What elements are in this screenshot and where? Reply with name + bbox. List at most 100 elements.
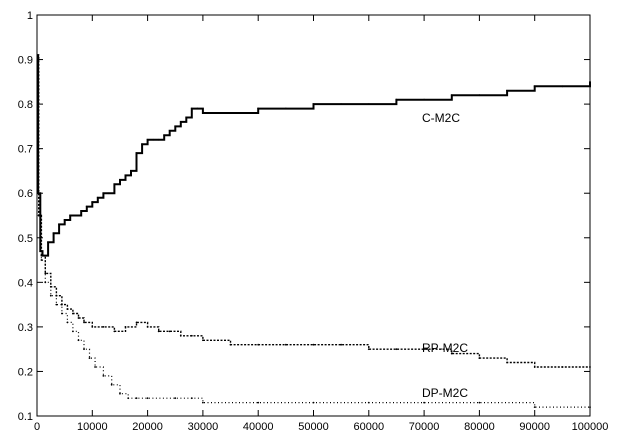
x-tick-label: 50000 <box>298 421 329 432</box>
data-point-c-m2c <box>312 103 315 106</box>
data-point-dp-m2c <box>589 406 591 408</box>
data-point-rp-m2c <box>102 325 105 328</box>
data-point-dp-m2c <box>174 397 177 400</box>
data-point-dp-m2c <box>88 357 91 359</box>
x-tick-label: 20000 <box>132 421 163 432</box>
data-point-dp-m2c <box>83 348 85 351</box>
series-label-c-m2c: C-M2C <box>422 111 460 125</box>
data-point-c-m2c <box>257 107 260 110</box>
data-point-rp-m2c <box>168 330 171 333</box>
data-point-dp-m2c <box>146 397 149 400</box>
data-point-c-m2c <box>533 85 536 88</box>
series-label-rp-m2c: RP-M2C <box>422 341 468 355</box>
data-point-dp-m2c <box>423 401 425 404</box>
data-point-c-m2c <box>423 98 425 101</box>
data-point-rp-m2c <box>478 357 481 359</box>
data-point-dp-m2c <box>257 401 260 404</box>
y-tick-label: 0.9 <box>18 55 33 67</box>
series-labels: C-M2C RP-M2C DP-M2C <box>422 111 468 400</box>
data-point-c-m2c <box>185 116 188 119</box>
x-axis-ticks: 0 10000 20000 30000 40000 50000 60000 70000 8000… <box>34 15 608 432</box>
data-point-c-m2c <box>96 196 99 199</box>
data-point-dp-m2c <box>102 375 105 377</box>
data-point-rp-m2c <box>72 312 74 315</box>
data-point-rp-m2c <box>395 348 398 351</box>
x-tick-label: 60000 <box>354 421 385 432</box>
data-point-rp-m2c <box>450 352 453 355</box>
data-point-rp-m2c <box>561 366 564 368</box>
y-tick-label: 0.6 <box>18 188 33 200</box>
data-point-c-m2c <box>163 134 166 137</box>
data-point-rp-m2c <box>91 325 94 328</box>
data-point-rp-m2c <box>202 339 204 342</box>
data-point-c-m2c <box>124 174 127 177</box>
data-point-dp-m2c <box>40 259 43 261</box>
data-point-c-m2c <box>190 107 193 110</box>
series-line-rp-m2c <box>37 54 590 368</box>
y-tick-label: 0.2 <box>18 366 33 378</box>
x-tick-label: 40000 <box>243 421 274 432</box>
data-point-dp-m2c <box>533 406 536 408</box>
data-point-dp-m2c <box>367 401 370 404</box>
data-point-c-m2c <box>506 89 508 92</box>
data-point-c-m2c <box>174 125 177 128</box>
data-point-rp-m2c <box>157 330 160 333</box>
y-tick-label: 1 <box>27 10 33 22</box>
data-point-c-m2c <box>74 214 77 217</box>
series-lines <box>37 54 591 408</box>
y-axis-ticks: 0.1 0.2 0.3 0.4 0.5 0.6 0.7 0.8 0.9 1 <box>18 10 590 423</box>
data-point-rp-m2c <box>113 330 116 333</box>
data-point-dp-m2c <box>135 397 138 400</box>
data-point-c-m2c <box>52 232 55 235</box>
data-point-rp-m2c <box>40 254 43 257</box>
y-tick-label: 0.7 <box>18 144 33 156</box>
data-point-c-m2c <box>395 98 398 101</box>
data-point-rp-m2c <box>146 325 149 328</box>
data-point-rp-m2c <box>83 321 85 324</box>
data-point-c-m2c <box>113 183 116 186</box>
data-point-rp-m2c <box>135 321 138 324</box>
data-point-c-m2c <box>47 241 49 244</box>
data-point-dp-m2c <box>127 397 130 400</box>
data-point-c-m2c <box>340 103 343 106</box>
data-point-dp-m2c <box>44 281 47 284</box>
data-point-dp-m2c <box>37 214 40 217</box>
data-point-c-m2c <box>229 112 232 114</box>
data-point-dp-m2c <box>190 397 193 400</box>
y-tick-label: 0.3 <box>18 322 33 334</box>
data-point-c-m2c <box>146 138 149 141</box>
data-point-c-m2c <box>130 170 132 172</box>
data-point-c-m2c <box>202 112 204 114</box>
x-tick-label: 10000 <box>77 421 108 432</box>
x-tick-label: 90000 <box>519 421 550 432</box>
y-tick-label: 0.4 <box>18 277 33 289</box>
data-point-rp-m2c <box>257 343 260 346</box>
data-point-rp-m2c <box>77 317 80 319</box>
data-point-c-m2c <box>102 192 105 195</box>
data-point-rp-m2c <box>340 343 343 346</box>
data-point-dp-m2c <box>60 312 63 315</box>
plot-frame <box>36 14 591 417</box>
x-tick-label: 70000 <box>409 421 440 432</box>
data-point-rp-m2c <box>229 343 232 346</box>
x-tick-label: 80000 <box>464 421 495 432</box>
data-point-rp-m2c <box>589 366 591 368</box>
data-point-c-m2c <box>179 121 182 123</box>
data-point-c-m2c <box>196 107 199 110</box>
data-point-c-m2c <box>152 138 155 141</box>
data-point-rp-m2c <box>533 366 536 368</box>
data-point-c-m2c <box>478 94 481 97</box>
data-point-c-m2c <box>135 152 138 155</box>
x-tick-label: 100000 <box>572 421 609 432</box>
data-point-rp-m2c <box>423 348 425 351</box>
data-point-c-m2c <box>91 201 94 204</box>
data-point-rp-m2c <box>66 308 69 310</box>
data-point-c-m2c <box>119 178 121 181</box>
data-point-c-m2c <box>85 205 88 208</box>
data-point-rp-m2c <box>190 334 193 337</box>
data-point-rp-m2c <box>124 325 127 328</box>
data-point-c-m2c <box>157 138 160 141</box>
series-line-c-m2c <box>37 54 591 257</box>
data-point-dp-m2c <box>49 294 52 297</box>
